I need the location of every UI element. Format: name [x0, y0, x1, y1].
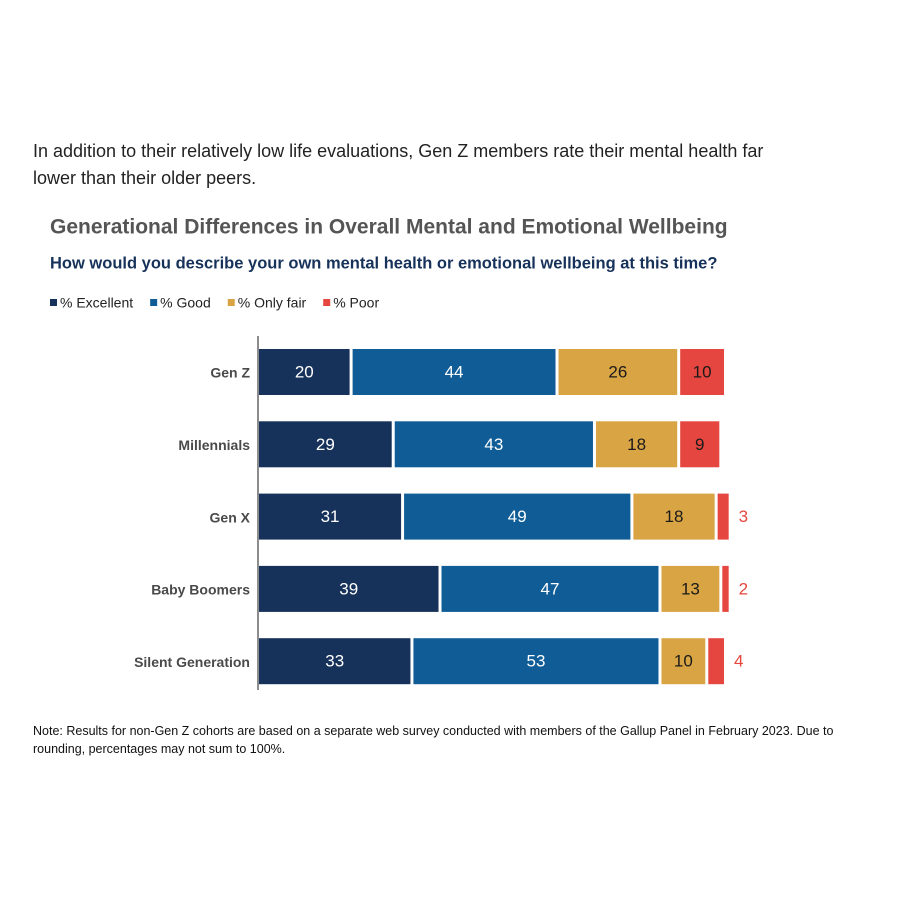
chart: Generational Differences in Overall Ment…	[50, 216, 748, 690]
legend-swatch	[50, 299, 57, 306]
legend-swatch	[150, 299, 158, 306]
value-label: 31	[321, 507, 340, 526]
category-label: Silent Generation	[134, 654, 250, 670]
chart-title: Generational Differences in Overall Ment…	[50, 216, 728, 239]
bar-segment	[404, 493, 631, 540]
value-label: 29	[316, 435, 335, 454]
legend-label: % Good	[160, 295, 211, 311]
value-label: 2	[739, 579, 748, 598]
bar-segment	[708, 638, 724, 685]
bar-segment	[352, 349, 556, 395]
value-label: 18	[665, 507, 684, 526]
category-label: Gen X	[210, 509, 251, 525]
bar-segment	[259, 349, 350, 395]
category-label: Gen Z	[210, 365, 250, 381]
bar-segment	[661, 638, 706, 685]
value-label: 10	[693, 362, 712, 381]
value-label: 44	[445, 362, 464, 381]
legend-label: % Excellent	[60, 295, 133, 311]
value-label: 26	[608, 362, 627, 381]
bar-segment	[259, 493, 402, 540]
value-label: 39	[339, 579, 358, 598]
bar-segment	[259, 421, 392, 468]
value-label: 13	[681, 579, 700, 598]
bar-segment	[680, 349, 724, 395]
intro-text: In addition to their relatively low life…	[33, 141, 764, 188]
bar-segment	[722, 565, 729, 612]
bar-segment	[441, 565, 659, 612]
value-label: 4	[734, 652, 743, 671]
value-label: 10	[674, 652, 693, 671]
value-label: 20	[295, 362, 314, 381]
legend-swatch	[227, 299, 235, 306]
value-label: 18	[627, 435, 646, 454]
note: Note: Results for non-Gen Z cohorts are …	[33, 724, 834, 756]
value-label: 43	[484, 435, 503, 454]
bar-segment	[595, 421, 678, 468]
category-label: Baby Boomers	[151, 582, 250, 598]
value-label: 53	[526, 652, 545, 671]
value-label: 3	[739, 507, 748, 526]
bar-segment	[558, 349, 678, 395]
value-label: 49	[508, 507, 527, 526]
bar-segment	[259, 638, 411, 685]
category-label: Millennials	[178, 437, 250, 453]
bar-segment	[394, 421, 593, 468]
legend-label: % Poor	[333, 295, 379, 311]
legend-label: % Only fair	[238, 295, 307, 311]
bar-segment	[661, 565, 720, 612]
bar-segment	[717, 493, 729, 540]
chart-subtitle: How would you describe your own mental h…	[50, 254, 717, 272]
bar-segment	[413, 638, 659, 685]
value-label: 33	[325, 652, 344, 671]
value-label: 47	[541, 579, 560, 598]
value-label: 9	[695, 435, 704, 454]
bar-segment	[633, 493, 715, 540]
bar-segment	[680, 421, 720, 468]
bar-segment	[259, 565, 439, 612]
legend-swatch	[323, 299, 331, 306]
